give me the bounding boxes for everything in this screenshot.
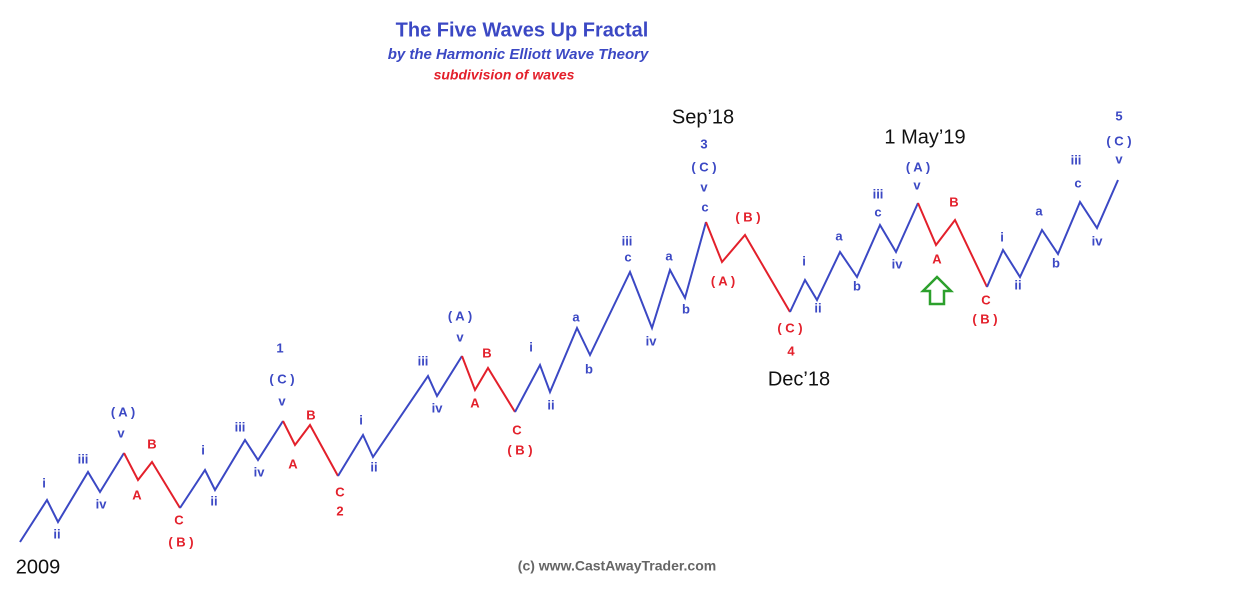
wave-label: c (624, 249, 631, 264)
wave-label: b (853, 278, 861, 293)
wave-label: v (913, 177, 921, 192)
subtitle: by the Harmonic Elliott Wave Theory (388, 46, 649, 63)
wave-label: v (1115, 151, 1123, 166)
title: The Five Waves Up Fractal (396, 19, 649, 41)
wave-label: v (117, 425, 125, 440)
wave-label: ( A ) (111, 404, 135, 419)
wave-line (337, 355, 463, 477)
wave-label: ( B ) (735, 209, 760, 224)
wave-line (179, 420, 284, 509)
wave-label: ( A ) (448, 308, 472, 323)
copyright: (c) www.CastAwayTrader.com (518, 558, 716, 574)
wave-label: i (529, 339, 533, 354)
wave-label: b (585, 361, 593, 376)
wave-label: b (1052, 255, 1060, 270)
wave-label: iii (873, 186, 884, 201)
wave-label: A (132, 487, 142, 502)
wave-label: i (42, 475, 46, 490)
wave-line (789, 202, 919, 313)
wave-label: ( C ) (777, 320, 802, 335)
date-label: 2009 (16, 556, 61, 578)
wave-label: B (482, 345, 491, 360)
wave-label: a (665, 248, 673, 263)
wave-label: ( C ) (691, 159, 716, 174)
wave-label: v (456, 329, 464, 344)
wave-label: i (1000, 229, 1004, 244)
wave-label: B (147, 436, 156, 451)
wave-label: v (700, 179, 708, 194)
wave-label: c (701, 199, 708, 214)
wave-label: iii (78, 451, 89, 466)
wave-label: C (512, 422, 522, 437)
arrow-up (919, 275, 955, 306)
wave-line (19, 452, 125, 543)
wave-label: A (932, 251, 942, 266)
wave-label: 3 (700, 136, 707, 151)
wave-label: b (682, 301, 690, 316)
wave-label: ( A ) (711, 273, 735, 288)
wave-label: 1 (276, 340, 283, 355)
wave-label: ( C ) (1106, 133, 1131, 148)
wave-label: ii (210, 493, 217, 508)
date-label: Dec’18 (768, 368, 830, 390)
wave-line (282, 420, 339, 477)
wave-label: B (949, 194, 958, 209)
wave-label: iv (646, 333, 658, 348)
wave-label: ii (547, 397, 554, 412)
wave-label: c (1074, 175, 1081, 190)
wave-label: iv (1092, 233, 1104, 248)
wave-label: ii (370, 459, 377, 474)
wave-line (705, 221, 791, 313)
wave-label: 2 (336, 503, 343, 518)
wave-label: ( B ) (972, 311, 997, 326)
wave-line (917, 202, 988, 288)
wave-label: ( B ) (507, 442, 532, 457)
wave-label: B (306, 407, 315, 422)
wave-label: A (288, 456, 298, 471)
wave-label: iii (1071, 152, 1082, 167)
wave-label: 4 (787, 343, 795, 358)
wave-label: v (278, 393, 286, 408)
date-label: Sep’18 (672, 106, 734, 128)
wave-label: ii (1014, 277, 1021, 292)
wave-label: i (802, 253, 806, 268)
wave-label: C (174, 512, 184, 527)
wave-line (514, 221, 707, 413)
wave-label: c (874, 204, 881, 219)
date-label: 1 May’19 (884, 126, 965, 148)
wave-label: ii (814, 300, 821, 315)
wave-label: 5 (1115, 108, 1122, 123)
wave-line (986, 179, 1119, 288)
wave-label: C (335, 484, 345, 499)
wave-line (461, 355, 516, 413)
wave-label: iv (254, 464, 266, 479)
wave-label: iv (892, 256, 904, 271)
wave-label: iii (235, 419, 246, 434)
wave-label: ( A ) (906, 159, 930, 174)
wave-label: iv (96, 496, 108, 511)
wave-label: A (470, 395, 480, 410)
wave-label: ( C ) (269, 371, 294, 386)
wave-line (123, 452, 181, 509)
wave-label: iii (418, 353, 429, 368)
wave-label: C (981, 292, 991, 307)
wave-label: a (835, 228, 843, 243)
wave-label: i (359, 412, 363, 427)
wave-label: iv (432, 400, 444, 415)
wave-label: ii (53, 526, 60, 541)
wave-label: a (572, 309, 580, 324)
note: subdivision of waves (434, 67, 575, 83)
wave-label: ( B ) (168, 534, 193, 549)
wave-label: i (201, 442, 205, 457)
wave-label: iii (622, 233, 633, 248)
wave-label: a (1035, 203, 1043, 218)
